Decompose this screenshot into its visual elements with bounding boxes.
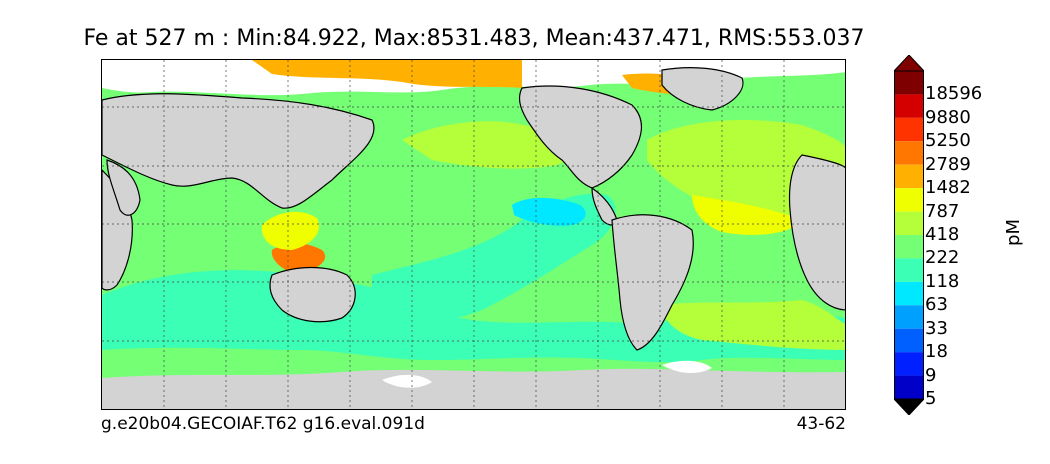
colorbar-segment [894,164,924,189]
colorbar [894,55,924,415]
north-america [518,85,642,189]
colorbar-tick-label: 9880 [925,106,971,128]
central-pacific-low [372,193,616,324]
colorbar-tick-label: 1482 [925,177,971,199]
colorbar-tick-label: 118 [925,270,960,292]
arctic-orange-west [252,60,522,88]
south-america [611,214,694,351]
footer-case-name: g.e20b04.GECOIAF.T62 g16.eval.091d [101,414,425,434]
colorbar-segment [894,258,924,282]
colorbar-tick-label: 18 [925,341,948,363]
graticule [102,60,845,409]
colorbar-segment [894,235,924,259]
colorbar-tick-label: 18596 [925,83,983,105]
antarctic-ice-patch-2 [662,360,712,374]
indonesia-yellow [261,211,320,250]
colorbar-segment [894,281,924,306]
colorbar-segment [894,211,924,235]
colorbar-tick-label: 2789 [925,153,971,175]
colorbar-tick-label: 222 [925,247,960,269]
colorbar-tick-label: 787 [925,200,960,222]
central-america [591,186,618,226]
plot-title: Fe at 527 m : Min:84.922, Max:8531.483, … [83,26,865,51]
colorbar-tick-label: 63 [925,294,948,316]
colorbar-segment [894,71,924,95]
colorbar-segment [894,328,924,353]
antarctic-ice-patch [382,374,432,388]
eurasia [102,93,375,209]
greenland [661,67,744,111]
colorbar-tick-label: 5 [925,388,937,409]
south-atlantic-band [662,300,845,350]
antarctica [102,368,845,409]
north-pacific-high [402,121,572,169]
colorbar-segment [894,94,924,118]
colorbar-segment [894,375,924,399]
colorbar-extend-min [894,398,924,415]
continents [102,67,845,351]
colorbar-segment [894,188,924,212]
colorbar-segment [894,352,924,376]
australia [269,266,356,323]
colorbar-tick-label: 5250 [925,130,971,152]
colorbar-tick-label: 9 [925,364,937,386]
colorbar-unit: pM [1002,219,1024,246]
colorbar-tick-label: 418 [925,224,960,245]
mid-atlantic-yellow [692,195,802,235]
colorbar-segment [894,141,924,165]
footer-years: 43-62 [796,414,846,434]
map-svg [102,60,845,409]
map-panel [101,59,846,410]
colorbar-segment [894,117,924,142]
colorbar-tick-label: 33 [925,317,948,339]
india [106,159,141,216]
pacific-minimum [512,197,586,226]
colorbar-extend-max [894,55,924,72]
colorbar-segment [894,305,924,329]
